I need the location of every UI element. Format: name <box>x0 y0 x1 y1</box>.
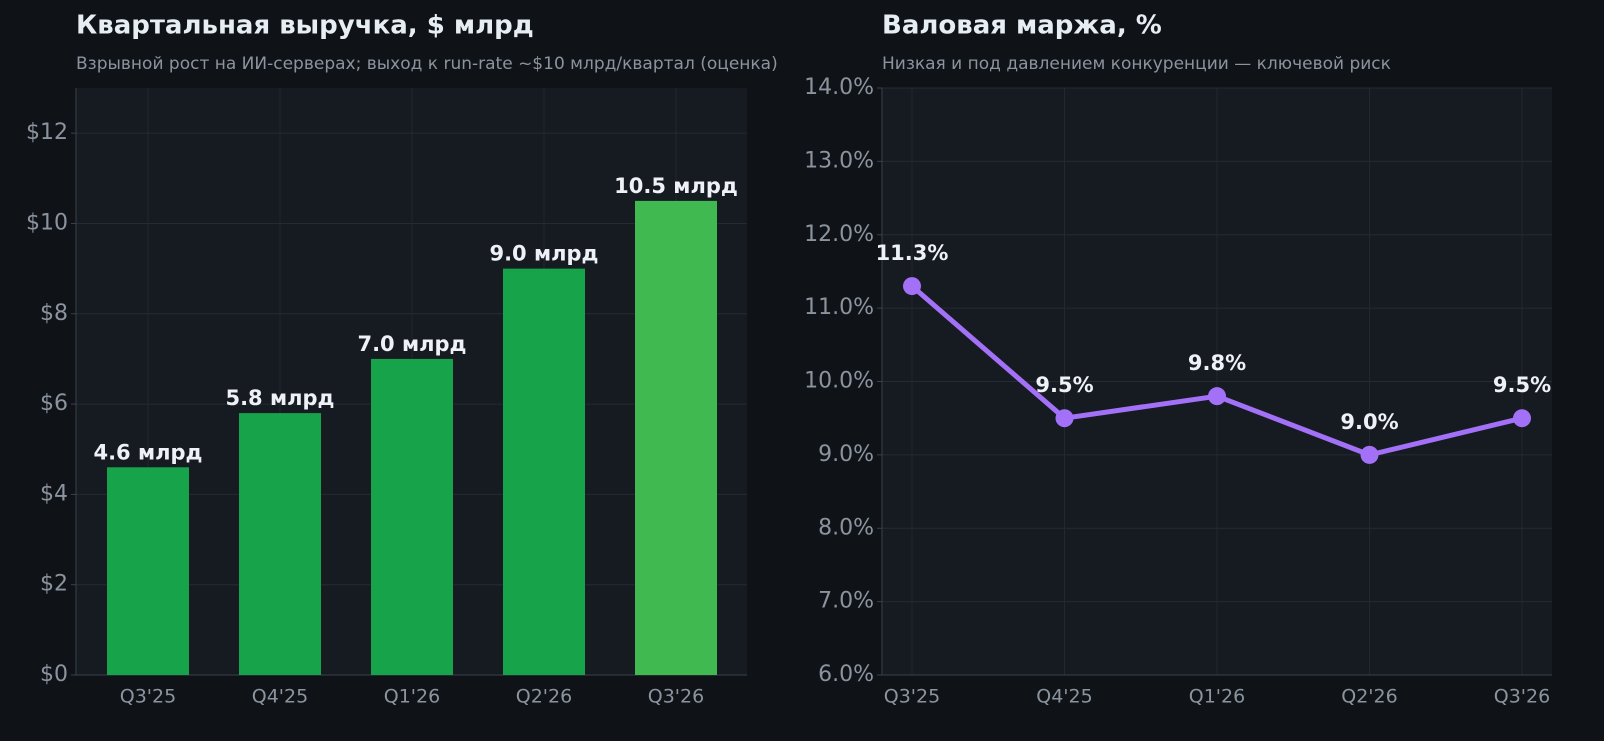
y-tick-label: $0 <box>40 662 68 687</box>
x-tick-label: Q1'26 <box>1189 686 1245 708</box>
y-tick-label: 11.0% <box>804 295 874 320</box>
x-tick-label: Q3'26 <box>648 686 704 708</box>
chart-title: Валовая маржа, % <box>882 11 1162 41</box>
value-label: 9.5% <box>1035 373 1093 397</box>
point <box>1360 445 1379 464</box>
value-label: 11.3% <box>876 241 949 265</box>
y-tick-label: 10.0% <box>804 369 874 394</box>
value-label: 10.5 млрд <box>614 174 738 198</box>
y-tick-label: 13.0% <box>804 148 874 173</box>
value-label: 9.8% <box>1188 351 1246 375</box>
value-label: 9.0% <box>1340 410 1398 434</box>
value-label: 9.5% <box>1493 373 1551 397</box>
y-tick-label: $8 <box>40 301 68 326</box>
y-tick-label: 7.0% <box>818 589 874 614</box>
chart-subtitle: Взрывной рост на ИИ-серверах; выход к ru… <box>76 54 778 74</box>
y-tick-label: $12 <box>26 120 68 145</box>
x-tick-label: Q1'26 <box>384 686 440 708</box>
value-label: 5.8 млрд <box>225 386 334 410</box>
y-tick-label: $6 <box>40 391 68 416</box>
y-tick-label: $10 <box>26 210 68 235</box>
chart-subtitle: Низкая и под давлением конкуренции — клю… <box>882 54 1391 74</box>
value-label: 9.0 млрд <box>489 242 598 266</box>
x-tick-label: Q4'25 <box>1036 686 1092 708</box>
value-label: 7.0 млрд <box>357 332 466 356</box>
bar <box>503 268 585 675</box>
bar <box>371 358 453 675</box>
y-tick-label: 8.0% <box>818 515 874 540</box>
bar <box>635 200 717 675</box>
x-tick-label: Q4'25 <box>252 686 308 708</box>
bar <box>107 467 189 675</box>
value-label: 4.6 млрд <box>93 440 202 464</box>
x-tick-label: Q2'26 <box>516 686 572 708</box>
point <box>903 277 921 296</box>
x-tick-label: Q2'26 <box>1341 686 1397 708</box>
y-tick-label: $4 <box>40 481 68 506</box>
y-tick-label: 6.0% <box>818 662 874 687</box>
x-tick-label: Q3'25 <box>120 686 176 708</box>
y-tick-label: $2 <box>40 572 68 597</box>
x-tick-label: Q3'25 <box>884 686 940 708</box>
point <box>1208 387 1226 406</box>
point <box>1055 409 1074 428</box>
x-tick-label: Q3'26 <box>1494 686 1550 708</box>
y-tick-label: 9.0% <box>818 442 874 467</box>
y-tick-label: 14.0% <box>804 75 874 100</box>
y-tick-label: 12.0% <box>804 222 874 247</box>
point <box>1513 409 1531 428</box>
chart-title: Квартальная выручка, $ млрд <box>76 11 534 41</box>
bar <box>239 413 321 675</box>
